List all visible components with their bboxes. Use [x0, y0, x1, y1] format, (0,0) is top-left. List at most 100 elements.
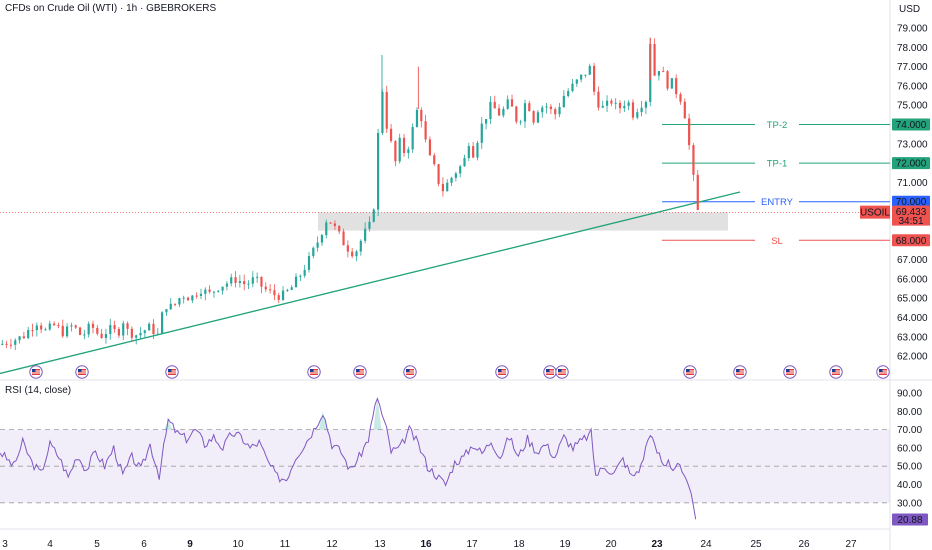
- candle-body: [165, 309, 168, 313]
- candle-body: [411, 126, 414, 150]
- us-flag-icon: [543, 365, 557, 379]
- candle-body: [126, 323, 129, 329]
- candle-body: [143, 330, 146, 333]
- flag-stripe: [168, 370, 176, 372]
- candle-body: [217, 290, 220, 292]
- flag-canton: [832, 369, 836, 372]
- candle-body: [104, 333, 108, 338]
- candle-body: [48, 323, 51, 330]
- candle-body: [394, 140, 397, 162]
- flag-stripe: [498, 372, 506, 374]
- us-flag-icon: [555, 365, 569, 379]
- candle-body: [342, 231, 345, 246]
- candle-body: [450, 177, 453, 183]
- candle-body: [597, 91, 600, 108]
- us-flag-icon: [829, 365, 843, 379]
- flag-stripes: [498, 369, 506, 375]
- candle-body: [243, 281, 246, 285]
- us-flag-icon: [733, 365, 747, 379]
- candle-body: [307, 256, 311, 270]
- candle-body: [407, 149, 410, 154]
- candle-body: [53, 323, 56, 326]
- level-label-entry: ENTRY: [761, 197, 794, 208]
- rsi-indicator-title[interactable]: RSI (14, close): [5, 385, 72, 396]
- trendline: [0, 191, 741, 375]
- candle-body: [541, 107, 544, 113]
- rsi-tick-label: 40.00: [897, 480, 922, 491]
- flag-stripe: [686, 370, 694, 372]
- rsi-tick-label: 30.00: [897, 498, 922, 509]
- candle-body: [359, 240, 362, 252]
- time-tick-label: 27: [845, 539, 857, 550]
- candle-body: [675, 78, 678, 95]
- candle-body: [588, 65, 591, 75]
- candle-body: [381, 91, 384, 133]
- flag-canton: [879, 369, 883, 372]
- flag-stripes: [356, 369, 364, 375]
- flag-canton: [168, 369, 172, 372]
- time-tick-label: 19: [559, 539, 571, 550]
- flag-stripe: [498, 370, 506, 372]
- candle-body: [234, 277, 237, 283]
- candle-body: [178, 298, 181, 305]
- candle-body: [592, 65, 596, 92]
- flag-stripe: [558, 370, 566, 372]
- candle-body: [346, 245, 349, 252]
- candle-body: [264, 286, 267, 290]
- candle-body: [549, 106, 552, 110]
- price-tick-label: 67.000: [897, 255, 928, 266]
- rsi-line: [0, 397, 697, 520]
- candle-body: [260, 276, 263, 287]
- candle-body: [14, 340, 17, 345]
- candle-body: [519, 121, 522, 123]
- candle-body: [567, 91, 570, 96]
- level-price-tag: [892, 195, 930, 208]
- rsi-value-text: 20.88: [897, 515, 922, 526]
- rsi-value-tag: [892, 513, 928, 526]
- candle-body: [515, 106, 518, 122]
- level-label-tp-2: TP-2: [767, 120, 788, 131]
- flag-canton: [78, 369, 82, 372]
- candle-body: [636, 112, 639, 118]
- candle-body: [130, 328, 133, 338]
- candle-body: [109, 325, 112, 334]
- candle-body: [618, 102, 622, 109]
- us-flag-icon: [307, 365, 321, 379]
- flag-stripes: [558, 369, 566, 375]
- flag-stripes: [168, 369, 176, 375]
- rsi-tick-label: 90.00: [897, 389, 922, 400]
- price-tick-label: 64.000: [897, 313, 928, 324]
- time-tick-label: 25: [750, 539, 762, 550]
- flag-canton: [686, 369, 690, 372]
- us-flag-icon: [495, 365, 509, 379]
- candle-body: [199, 293, 203, 296]
- rsi-tick-label: 60.00: [897, 443, 922, 454]
- price-tick-label: 66.000: [897, 274, 928, 285]
- price-tick-label: 71.000: [897, 178, 928, 189]
- flag-canton: [356, 369, 360, 372]
- chart-title: CFDs on Crude Oil (WTI) · 1h · GBEBROKER…: [5, 3, 217, 14]
- price-tick-label: 62.000: [897, 352, 928, 363]
- candle-body: [139, 332, 142, 336]
- price-tick-label: 73.000: [897, 139, 928, 150]
- level-price-tag-text: 74.000: [896, 120, 927, 131]
- candle-body: [480, 123, 483, 143]
- candle-body: [584, 74, 587, 76]
- flag-canton: [736, 369, 740, 372]
- candle-body: [83, 334, 86, 336]
- flag-stripes: [832, 369, 840, 375]
- flag-stripes: [32, 369, 40, 375]
- time-tick-label: 6: [141, 539, 147, 550]
- candle-body: [502, 108, 505, 116]
- price-tick-label: 63.000: [897, 332, 928, 343]
- candle-body: [545, 106, 548, 108]
- currency-label[interactable]: USD: [899, 4, 921, 15]
- candle-body: [173, 303, 177, 305]
- flag-stripe: [406, 372, 414, 374]
- candle-body: [5, 343, 8, 345]
- candle-body: [523, 103, 527, 122]
- time-tick-label: 23: [651, 539, 663, 550]
- candle-body: [631, 102, 635, 118]
- time-tick-label: 26: [798, 539, 810, 550]
